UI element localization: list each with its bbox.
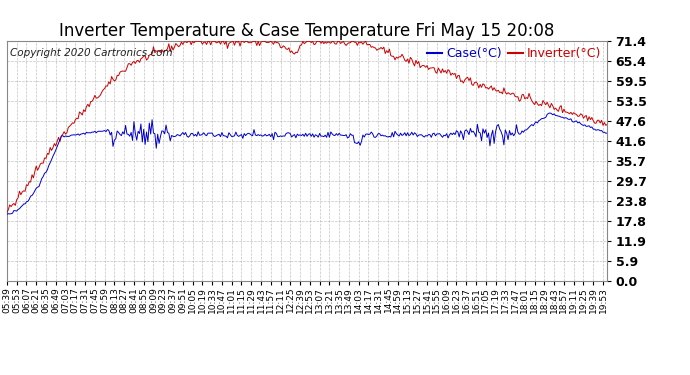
Legend: Case(°C), Inverter(°C): Case(°C), Inverter(°C): [427, 48, 601, 60]
Title: Inverter Temperature & Case Temperature Fri May 15 20:08: Inverter Temperature & Case Temperature …: [59, 22, 555, 40]
Text: Copyright 2020 Cartronics.com: Copyright 2020 Cartronics.com: [10, 48, 172, 58]
